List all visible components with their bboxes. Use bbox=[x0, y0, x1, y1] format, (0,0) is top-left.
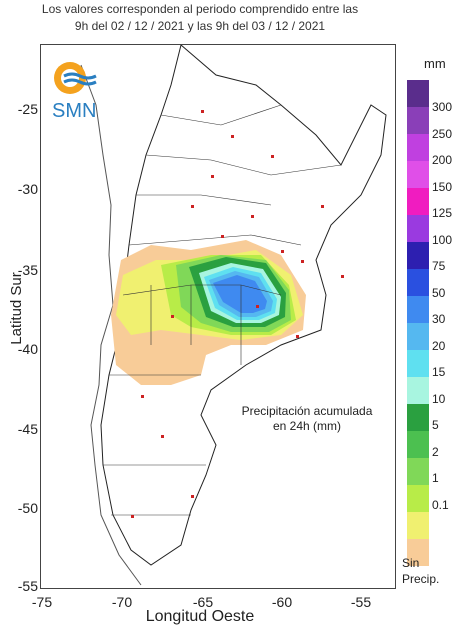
ytick: -25 bbox=[17, 101, 38, 117]
legend-swatch bbox=[407, 242, 429, 269]
caption-line-2: en 24h (mm) bbox=[272, 419, 342, 433]
legend-swatch bbox=[407, 107, 429, 134]
no-precip-line-1: Sin bbox=[402, 556, 420, 570]
map-caption: Precipitación acumulada en 24h (mm) bbox=[232, 404, 382, 434]
legend-label: 150 bbox=[432, 179, 453, 194]
legend-label: 15 bbox=[432, 365, 446, 379]
legend-swatch bbox=[407, 431, 429, 458]
legend-label: 5 bbox=[432, 418, 439, 432]
smn-logo-text: SMN bbox=[52, 100, 97, 122]
legend-swatch bbox=[407, 161, 429, 188]
chile-coast bbox=[80, 64, 142, 586]
x-axis-label: Longitud Oeste bbox=[145, 608, 255, 625]
legend-swatch bbox=[407, 323, 429, 350]
legend-label: 1 bbox=[432, 471, 439, 485]
legend-swatch bbox=[407, 539, 429, 566]
legend-swatch bbox=[407, 458, 429, 485]
legend-unit: mm bbox=[424, 56, 446, 71]
legend-label: 30 bbox=[432, 312, 446, 326]
legend-no-precip: Sin Precip. bbox=[402, 555, 439, 587]
xtick: -65 bbox=[192, 594, 214, 610]
ytick: -30 bbox=[17, 181, 38, 197]
ytick: -35 bbox=[17, 262, 38, 278]
legend-label: 200 bbox=[432, 153, 453, 167]
no-precip-line-2: Precip. bbox=[402, 572, 440, 586]
xtick: -70 bbox=[111, 594, 133, 610]
header-line-1: Los valores corresponden al periodo comp… bbox=[41, 2, 359, 16]
ytick: -45 bbox=[17, 421, 38, 437]
legend-swatch bbox=[407, 269, 429, 296]
legend-label: 100 bbox=[432, 232, 453, 247]
smn-logo bbox=[50, 58, 100, 102]
legend-label: 2 bbox=[432, 444, 439, 459]
legend-swatch bbox=[407, 215, 429, 242]
legend-label: 250 bbox=[432, 126, 453, 141]
xtick: -55 bbox=[350, 594, 372, 610]
legend-label: 10 bbox=[432, 391, 446, 406]
ytick: -55 bbox=[17, 578, 38, 594]
legend-swatch bbox=[407, 80, 429, 107]
smn-logo-icon bbox=[54, 62, 97, 94]
legend-swatch bbox=[407, 134, 429, 161]
ytick: -50 bbox=[17, 500, 38, 516]
legend-label: 0.1 bbox=[432, 497, 449, 512]
header-line-2: 9h del 02 / 12 / 2021 y las 9h del 03 / … bbox=[74, 19, 326, 33]
xtick: -75 bbox=[31, 594, 53, 610]
precipitation-map bbox=[40, 44, 396, 589]
stations bbox=[131, 110, 344, 518]
legend-label: 125 bbox=[432, 206, 453, 220]
legend-swatch bbox=[407, 377, 429, 404]
precip-50 bbox=[213, 275, 267, 313]
legend-swatch bbox=[407, 485, 429, 512]
legend-swatch bbox=[407, 350, 429, 377]
caption-line-1: Precipitación acumulada bbox=[241, 404, 373, 418]
map-canvas bbox=[80, 44, 387, 586]
legend-label: 300 bbox=[432, 100, 453, 114]
legend-swatch bbox=[407, 188, 429, 215]
legend-label: 20 bbox=[432, 338, 446, 353]
legend-swatch bbox=[407, 404, 429, 431]
legend-swatch bbox=[407, 512, 429, 539]
y-axis-label: Latitud Sur bbox=[7, 272, 25, 345]
ytick: -40 bbox=[17, 341, 38, 357]
xtick: -60 bbox=[271, 594, 293, 610]
legend-label: 50 bbox=[432, 285, 446, 300]
legend-label: 75 bbox=[432, 259, 446, 273]
legend-swatch bbox=[407, 296, 429, 323]
